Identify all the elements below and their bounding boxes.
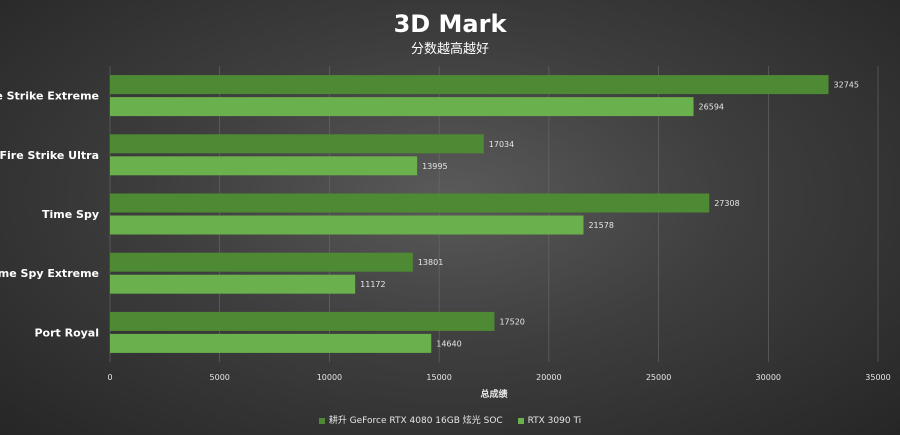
- data-label-fire-strike-ultra-series-1: 17034: [489, 140, 514, 149]
- x-tick-label-15000: 15000: [426, 373, 451, 382]
- category-label-port-royal: Port Royal: [34, 326, 99, 339]
- category-label-time-spy-extreme: Time Spy Extreme: [0, 267, 99, 280]
- bar-fire-strike-extreme-series-2: [110, 97, 694, 117]
- legend-swatch-series-1: [318, 417, 325, 424]
- data-label-time-spy-extreme-series-1: 13801: [418, 258, 443, 267]
- bar-time-spy-series-1: [110, 193, 710, 213]
- chart-subtitle: 分数越高越好: [410, 42, 489, 57]
- bar-port-royal-series-2: [110, 333, 432, 353]
- data-label-fire-strike-extreme-series-2: 26594: [699, 103, 724, 112]
- bar-time-spy-extreme-series-2: [110, 274, 356, 294]
- category-label-fire-strike-ultra: Fire Strike Ultra: [0, 149, 99, 162]
- data-label-port-royal-series-1: 17520: [499, 317, 524, 326]
- legend-label-series-1: 耕升 GeForce RTX 4080 16GB 炫光 SOC: [328, 416, 503, 426]
- bar-port-royal-series-1: [110, 311, 495, 331]
- x-tick-label-35000: 35000: [865, 373, 890, 382]
- x-tick-label-10000: 10000: [317, 373, 342, 382]
- data-label-time-spy-extreme-series-2: 11172: [360, 280, 385, 289]
- legend-item-series-2: RTX 3090 Ti: [517, 416, 582, 426]
- category-label-time-spy: Time Spy: [42, 208, 99, 221]
- data-label-port-royal-series-2: 14640: [436, 339, 461, 348]
- x-tick-label-5000: 5000: [210, 373, 230, 382]
- bar-time-spy-extreme-series-1: [110, 252, 413, 272]
- x-tick-label-30000: 30000: [756, 373, 781, 382]
- bar-fire-strike-extreme-series-1: [110, 75, 829, 95]
- data-label-fire-strike-extreme-series-1: 32745: [834, 81, 859, 90]
- chart-title: 3D Mark: [393, 10, 507, 38]
- x-axis-title: 总成绩: [480, 388, 507, 400]
- bar-time-spy-series-2: [110, 215, 584, 235]
- category-label-fire-strike-extreme: Fire Strike Extreme: [0, 90, 99, 103]
- legend-swatch-series-2: [517, 417, 524, 424]
- bar-fire-strike-ultra-series-2: [110, 156, 418, 176]
- x-tick-label-0: 0: [107, 373, 112, 382]
- x-tick-label-25000: 25000: [646, 373, 671, 382]
- legend: 耕升 GeForce RTX 4080 16GB 炫光 SOC RTX 3090…: [0, 413, 900, 426]
- x-tick-label-20000: 20000: [536, 373, 561, 382]
- data-label-time-spy-series-2: 21578: [588, 221, 613, 230]
- bar-fire-strike-ultra-series-1: [110, 134, 484, 154]
- bars: [110, 75, 829, 353]
- labels: 0 5000 10000 15000 20000 25000 30000 35000 总成绩 32…: [0, 81, 891, 400]
- legend-label-series-2: RTX 3090 Ti: [527, 416, 582, 426]
- data-label-fire-strike-ultra-series-2: 13995: [422, 162, 447, 171]
- legend-item-series-1: 耕升 GeForce RTX 4080 16GB 炫光 SOC: [318, 413, 503, 426]
- data-label-time-spy-series-1: 27308: [714, 199, 739, 208]
